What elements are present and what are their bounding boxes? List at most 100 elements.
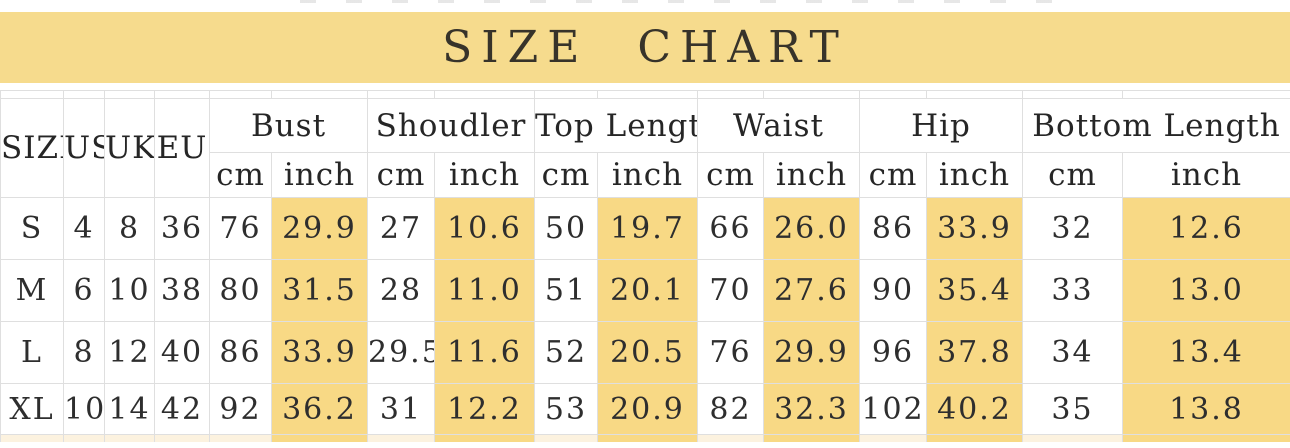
partial-cell <box>763 434 860 442</box>
table-cell: 76 <box>697 321 764 384</box>
spacer-cell <box>926 90 1023 99</box>
table-cell: 20.9 <box>597 383 698 435</box>
table-cell: 92 <box>209 383 272 435</box>
unit-header: inch <box>1122 152 1290 198</box>
unit-header: inch <box>763 152 860 198</box>
partial-cell <box>859 434 927 442</box>
table-cell: 13.0 <box>1122 259 1290 322</box>
table-cell: 31 <box>367 383 435 435</box>
partial-cell <box>697 434 764 442</box>
table-cell: 13.8 <box>1122 383 1290 435</box>
table-cell: 82 <box>697 383 764 435</box>
header-row-groups: SIZE US UK EU Bust Shoudler Top Length W… <box>0 98 1290 198</box>
partial-cell <box>63 434 105 442</box>
table-cell: 38 <box>154 259 210 322</box>
group-header-bottom-length: Bottom Length <box>1022 98 1290 153</box>
table-cell: 32 <box>1022 197 1123 260</box>
table-cell: 33.9 <box>926 197 1023 260</box>
group-header-bust: Bust <box>209 98 368 153</box>
table-cell: 33.9 <box>271 321 368 384</box>
table-cell: 80 <box>209 259 272 322</box>
table-cell: 36 <box>154 197 210 260</box>
partial-cell <box>154 434 210 442</box>
table-cell: 102 <box>859 383 927 435</box>
table-cell: XL <box>0 383 64 435</box>
table-cell: 12.6 <box>1122 197 1290 260</box>
group-header-shoudler: Shoudler <box>367 98 535 153</box>
table-cell: 14 <box>104 383 155 435</box>
table-cell: 51 <box>534 259 598 322</box>
spacer-cell <box>0 90 64 99</box>
table-cell: 33 <box>1022 259 1123 322</box>
table-cell: 6 <box>63 259 105 322</box>
size-chart-banner: SIZE CHART <box>0 12 1290 83</box>
spacer-cell <box>434 90 535 99</box>
table-cell: 36.2 <box>271 383 368 435</box>
unit-header: inch <box>597 152 698 198</box>
spacer-cell <box>697 90 764 99</box>
table-cell: 12.2 <box>434 383 535 435</box>
table-cell: 27.6 <box>763 259 860 322</box>
table-row-s: S 4 8 36 76 29.9 27 10.6 50 19.7 66 26.0… <box>0 197 1290 260</box>
table-row-m: M 6 10 38 80 31.5 28 11.0 51 20.1 70 27.… <box>0 259 1290 322</box>
corner-header-eu: EU <box>154 98 210 198</box>
table-cell: 8 <box>104 197 155 260</box>
table-cell: 53 <box>534 383 598 435</box>
spacer-cell <box>104 90 155 99</box>
unit-header: cm <box>697 152 764 198</box>
spacer-cell <box>763 90 860 99</box>
partial-cell <box>0 434 64 442</box>
spacer-cell <box>534 90 598 99</box>
table-cell: 76 <box>209 197 272 260</box>
partial-cell <box>367 434 435 442</box>
table-cell: 20.1 <box>597 259 698 322</box>
table-cell: 86 <box>859 197 927 260</box>
table-cell: 8 <box>63 321 105 384</box>
table-cell: 50 <box>534 197 598 260</box>
spacer-cell <box>859 90 927 99</box>
table-row-l: L 8 12 40 86 33.9 29.5 11.6 52 20.5 76 2… <box>0 321 1290 384</box>
spacer-cell <box>154 90 210 99</box>
table-cell: 40 <box>154 321 210 384</box>
table-cell: 4 <box>63 197 105 260</box>
table-cell: M <box>0 259 64 322</box>
table-cell: 42 <box>154 383 210 435</box>
spacer-cell <box>271 90 368 99</box>
table-cell: 40.2 <box>926 383 1023 435</box>
size-chart-table: SIZE US UK EU Bust Shoudler Top Length W… <box>0 90 1290 442</box>
spacer-row <box>0 90 1290 99</box>
unit-header: inch <box>926 152 1023 198</box>
table-cell: L <box>0 321 64 384</box>
table-cell: 19.7 <box>597 197 698 260</box>
cut-off-row <box>0 434 1290 442</box>
spacer-cell <box>1022 90 1123 99</box>
table-cell: 10.6 <box>434 197 535 260</box>
partial-cell <box>209 434 272 442</box>
table-row-xl: XL 10 14 42 92 36.2 31 12.2 53 20.9 82 3… <box>0 383 1290 435</box>
table-cell: 37.8 <box>926 321 1023 384</box>
table-cell: 26.0 <box>763 197 860 260</box>
spacer-cell <box>209 90 272 99</box>
partial-cell <box>1122 434 1290 442</box>
table-cell: 35.4 <box>926 259 1023 322</box>
table-cell: 35 <box>1022 383 1123 435</box>
spacer-cell <box>1122 90 1290 99</box>
table-cell: 34 <box>1022 321 1123 384</box>
unit-header: cm <box>534 152 598 198</box>
partial-cell <box>926 434 1023 442</box>
partial-cell <box>104 434 155 442</box>
partial-cell <box>1022 434 1123 442</box>
table-cell: 31.5 <box>271 259 368 322</box>
group-header-waist: Waist <box>697 98 860 153</box>
spacer-cell <box>63 90 105 99</box>
unit-header: cm <box>859 152 927 198</box>
group-header-hip: Hip <box>859 98 1023 153</box>
table-cell: 70 <box>697 259 764 322</box>
table-cell: S <box>0 197 64 260</box>
partial-cell <box>271 434 368 442</box>
table-cell: 29.5 <box>367 321 435 384</box>
group-header-top-length: Top Length <box>534 98 698 153</box>
table-cell: 32.3 <box>763 383 860 435</box>
partial-cell <box>434 434 535 442</box>
spacer-cell <box>367 90 435 99</box>
